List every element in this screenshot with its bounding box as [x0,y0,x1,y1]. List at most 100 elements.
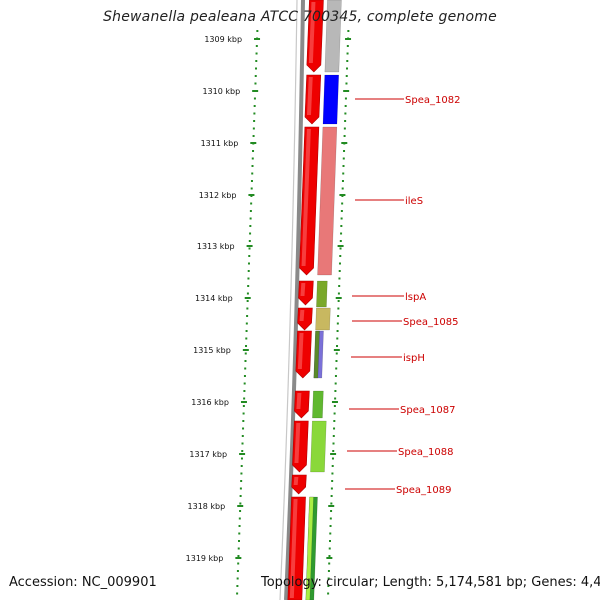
ruler-dot-right [329,532,332,535]
ruler-dot [245,337,248,340]
ruler-dot [250,180,253,182]
arrow-highlight [300,283,306,296]
ruler-dot [254,90,257,92]
ruler-dot-right [338,277,341,280]
ruler-dot-right [329,540,331,542]
ruler-dot [244,367,247,370]
ruler-dot-right [338,262,341,265]
ruler-dot [251,165,254,167]
gene-label: Spea_1087 [400,405,455,416]
ruler-dot-right [347,30,350,32]
ruler-dot [255,52,258,55]
ruler-dot [240,457,243,460]
ruler-dot [256,30,259,32]
ruler-dot-right [337,307,340,310]
ruler-dot [238,540,240,542]
ruler-dot [245,345,248,347]
ruler-dot-right [339,247,342,250]
ruler-dot [254,82,257,85]
topology-text: Topology: circular; Length: 5,174,581 bp… [261,575,600,590]
ruler-dot [249,210,252,212]
ruler-tick-label: 1309 kbp [204,35,242,44]
ruler-tick-label: 1315 kbp [193,346,231,355]
ruler-dot-right [327,592,330,595]
ruler-dot-right [333,427,336,430]
gene-block-spea-1082 [322,74,339,125]
ruler-dot-right [333,420,336,422]
ruler-dot-right [327,577,330,580]
gene-label: Spea_1085 [403,317,458,328]
ruler-dot-right [334,375,337,377]
ruler-dot-right [328,555,331,557]
ruler-dot [239,510,242,512]
ruler-dot [244,352,247,355]
ruler-dot [252,127,255,130]
ruler-dot-right [336,337,339,340]
ruler-dot [239,487,242,490]
ruler-tick-label: 1313 kbp [197,242,235,251]
ruler-dot-right [334,397,337,400]
ruler-dot-right [335,367,338,370]
ruler-dot-right [328,547,331,550]
arrow-highlight [308,2,316,63]
ruler-tick-label: 1310 kbp [202,87,240,96]
ruler-dot-right [329,525,332,527]
ruler-dot-right [342,165,345,167]
ruler-dot-right [347,37,350,40]
gene-label: Spea_1089 [396,485,451,496]
gene-block-iles [317,126,338,276]
gene-block-isph-green [313,330,320,379]
ruler-dot [239,502,242,505]
gene-label: ileS [405,196,423,207]
gene-label: lspA [405,292,426,303]
ruler-dot-right [331,465,334,467]
ruler-dot [255,60,258,62]
forward-gene-arrow [292,420,309,473]
ruler-dot [236,570,239,572]
ruler-dot [242,412,245,415]
ruler-dot-right [336,330,339,332]
arrow-highlight [289,499,298,598]
ruler-dot [236,577,239,580]
forward-gene-arrow [294,390,310,419]
ruler-dot-right [341,187,344,190]
ruler-dot-right [346,60,349,62]
ruler-dot [253,120,256,122]
ruler-dot-right [337,300,340,302]
ruler-dot [240,480,243,482]
ruler-dot [238,517,241,520]
backbone-line [284,0,305,600]
ruler-dot-right [341,180,344,182]
ruler-dot [251,172,254,175]
ruler-dot [246,307,249,310]
ruler-dot-right [346,67,349,70]
ruler-dot-right [330,502,333,505]
ruler-dot-right [335,352,338,355]
ruler-dot [250,195,253,197]
gene-labels: Spea_1082 ileS lspA Spea_1085 ispH Spea_1087 S… [345,95,460,496]
gene-label: ispH [403,353,425,364]
ruler-dot-right [340,217,343,220]
gene-label: Spea_1082 [405,95,460,106]
forward-gene-arrow [295,330,312,379]
ruler-dot-right [330,510,333,512]
arrow-highlight [299,310,305,321]
ruler-dot-right [343,127,346,130]
ruler-tick-label: 1316 kbp [191,398,229,407]
ruler-dot [256,37,259,40]
arrow-highlight [306,77,313,115]
ruler-dot-right [345,75,348,77]
arrow-highlight [301,129,311,266]
ruler-dot-right [341,195,344,197]
ruler-dot [247,277,250,280]
gene-feature-track [305,0,342,600]
ruler-dot-right [332,450,335,452]
ruler-dot [243,397,246,400]
ruler-dot [240,465,243,467]
ruler-dot [248,240,251,242]
backbone-shadow [279,0,298,600]
ruler-dot-right [331,457,334,460]
ruler-dot-right [345,82,348,85]
ruler-dot [247,285,250,287]
ruler-dot [237,555,240,557]
